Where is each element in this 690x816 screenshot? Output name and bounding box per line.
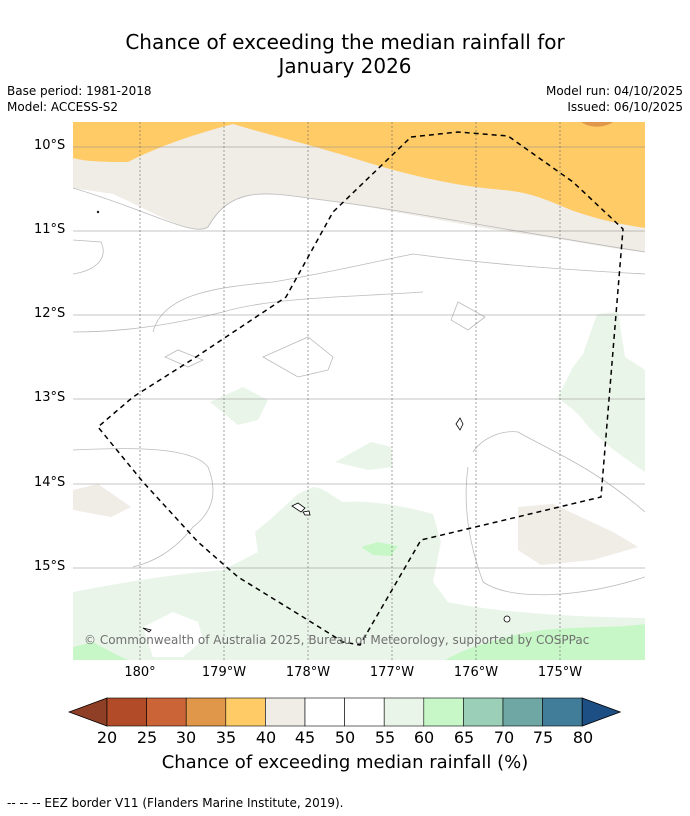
colorbar-tick: 55 (374, 728, 396, 747)
colorbar-swatch (146, 697, 187, 727)
lat-label: 10°S (34, 138, 66, 153)
colorbar-tick: 40 (255, 728, 277, 747)
contour-line (73, 187, 645, 253)
islands (96, 210, 511, 633)
contour-line (465, 466, 645, 596)
island (142, 627, 152, 633)
gridlines (73, 122, 645, 660)
colorbar-swatch (383, 697, 425, 727)
region-60-65-a (361, 542, 398, 556)
island (455, 417, 464, 431)
colorbar-swatch (344, 697, 385, 727)
colorbar-swatch (225, 697, 266, 727)
lat-label: 15°S (34, 559, 66, 574)
meta-left: Base period: 1981-2018 Model: ACCESS-S2 (7, 83, 152, 115)
region-35-40-north (73, 122, 645, 228)
model-run: Model run: 04/10/2025 (545, 84, 683, 98)
contour-line (152, 253, 645, 333)
contour-line (450, 301, 486, 331)
contour-line (73, 291, 424, 333)
base-period: Base period: 1981-2018 (7, 84, 152, 98)
lat-label: 14°S (34, 475, 66, 490)
colorbar-tick: 75 (532, 728, 554, 747)
map-panel (73, 122, 645, 660)
copyright-notice: © Commonwealth of Australia 2025, Bureau… (84, 633, 590, 647)
contour-line (73, 448, 214, 568)
colorbar-tick: 25 (136, 728, 158, 747)
colorbar-tick: 45 (294, 728, 316, 747)
map-title: Chance of exceeding the median rainfall … (0, 30, 690, 78)
colorbar-tick: 30 (175, 728, 197, 747)
title-line-2: January 2026 (278, 54, 412, 78)
region-55-60-east (558, 312, 645, 472)
lon-label: 175°W (537, 665, 583, 680)
colorbar-tick: 35 (215, 728, 237, 747)
model-name: Model: ACCESS-S2 (7, 100, 119, 114)
colorbar-swatch (265, 697, 306, 727)
meta-right: Model run: 04/10/2025 Issued: 06/10/2025 (546, 83, 683, 115)
contour-lines (73, 187, 645, 596)
contour-line (73, 239, 104, 275)
island (291, 502, 306, 513)
colorbar-swatch (304, 697, 345, 727)
colorbar-swatch (423, 697, 464, 727)
colorbar-tick: 70 (493, 728, 515, 747)
colorbar-tick: 65 (453, 728, 475, 747)
lat-label: 11°S (34, 222, 66, 237)
lat-label: 13°S (34, 390, 66, 405)
lon-label: 177°W (369, 665, 415, 680)
lat-label: 12°S (34, 306, 66, 321)
region-55-60-south (73, 487, 645, 660)
region-45-50-west (73, 484, 131, 517)
region-60-65-b (73, 642, 128, 660)
colorbar-swatch (542, 697, 583, 727)
island (96, 210, 100, 214)
lon-label: 176°W (453, 665, 499, 680)
lon-label: 178°W (285, 665, 331, 680)
region-55-60-center-b (335, 442, 393, 470)
colorbar (68, 697, 622, 727)
issued-date: Issued: 06/10/2025 (567, 100, 683, 114)
region-45-50-southeast (518, 504, 638, 565)
colorbar-tick: 80 (572, 728, 594, 747)
lon-label: 179°W (201, 665, 247, 680)
colorbar-swatch (185, 697, 227, 727)
colorbar-swatch (106, 697, 147, 727)
lon-label: 180° (124, 665, 156, 680)
eez-border (96, 131, 624, 646)
colorbar-swatch (463, 697, 504, 727)
contour-line (262, 336, 334, 378)
colorbar-title: Chance of exceeding median rainfall (%) (161, 752, 529, 773)
eez-legend: -- -- -- EEZ border V11 (Flanders Marine… (7, 796, 344, 810)
colorbar-tick: 50 (334, 728, 356, 747)
region-55-60-center-a (210, 387, 268, 425)
region-30-35-north (581, 122, 613, 127)
island (503, 615, 511, 623)
colorbar-tick: 60 (413, 728, 435, 747)
colorbar-swatch (502, 697, 543, 727)
colorbar-tick: 20 (96, 728, 118, 747)
region-60-65-c (445, 624, 645, 660)
contour-line (164, 349, 205, 368)
colorbar-extend-high (581, 697, 622, 727)
title-line-1: Chance of exceeding the median rainfall … (125, 30, 565, 54)
colorbar-extend-low (68, 697, 108, 727)
region-50-55-southwest (143, 612, 203, 657)
